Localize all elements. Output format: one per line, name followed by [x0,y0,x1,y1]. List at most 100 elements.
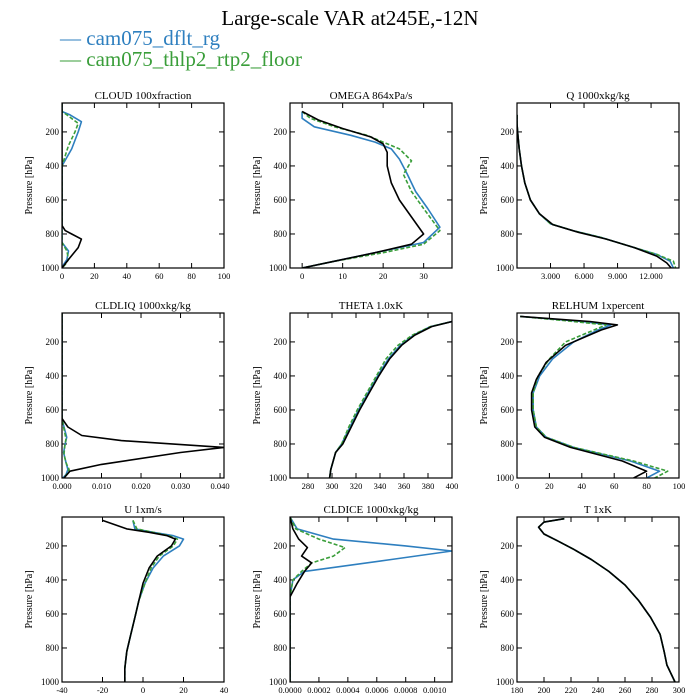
x-tick-label: 40 [220,685,229,695]
y-tick-label: 200 [46,127,60,137]
x-tick-label: 60 [610,481,619,491]
x-tick-label: 0.0006 [365,685,388,695]
x-tick-label: 20 [545,481,554,491]
y-tick-label: 400 [501,575,515,585]
y-axis-label: Pressure [hPa] [479,366,490,424]
x-tick-label: 20 [379,271,388,281]
series-group [62,103,83,268]
series-group [520,315,669,478]
series-line-1 [62,313,69,478]
y-tick-label: 800 [274,439,288,449]
plot-frame [61,102,225,269]
panel-title: U 1xm/s [124,504,162,516]
series-group [62,313,224,478]
x-tick-label: 0.0004 [336,685,360,695]
y-tick-label: 600 [274,609,288,619]
series-line-2 [328,320,452,478]
x-tick-label: 20 [179,685,188,695]
y-tick-label: 800 [501,229,515,239]
series-line-2 [290,517,346,682]
panel-4: CLDLIQ 1000xkg/kg Pressure [hPa] 200 400 600… [24,300,230,491]
y-tick-label: 1000 [41,677,60,687]
plot-frame [289,312,453,479]
y-tick-label: 400 [501,371,515,381]
panel-6: RELHUM 1xpercent Pressure [hPa] 200 400 600 8… [479,300,685,491]
x-tick-label: 60 [155,271,164,281]
y-tick-label: 600 [501,195,515,205]
series-line-1 [520,315,661,478]
x-tick-label: 0.0010 [423,685,446,695]
plot-frame [61,312,225,479]
legend-line-floor: — [60,47,87,71]
panel-title: T 1xK [584,504,612,516]
series-line-1 [290,517,452,682]
panel-title: THETA 1.0xK [339,300,404,312]
series-line-2 [517,114,677,268]
y-tick-label: 1000 [269,473,288,483]
y-axis-label: Pressure [hPa] [479,570,490,628]
x-tick-label: 80 [642,481,651,491]
x-tick-label: 40 [578,481,587,491]
x-tick-label: 320 [350,481,363,491]
plot-frame [289,516,453,683]
y-axis-label: Pressure [hPa] [24,366,35,424]
x-tick-label: 10 [338,271,347,281]
y-tick-label: 200 [274,337,288,347]
x-tick-label: 380 [422,481,435,491]
x-tick-label: 0.000 [52,481,71,491]
y-tick-label: 600 [46,405,60,415]
y-tick-label: 1000 [41,263,60,273]
y-tick-label: 600 [501,405,515,415]
x-tick-label: 80 [187,271,196,281]
y-axis-label: Pressure [hPa] [24,570,35,628]
y-tick-label: 800 [46,229,60,239]
x-tick-label: 0.010 [92,481,111,491]
x-tick-label: 220 [565,685,578,695]
y-tick-label: 200 [501,127,515,137]
y-tick-label: 200 [501,337,515,347]
x-tick-label: 0.0008 [394,685,417,695]
series-line-3 [62,313,224,478]
y-tick-label: 1000 [496,473,515,483]
y-tick-label: 800 [501,439,515,449]
series-line-3 [290,517,313,682]
panel-title: RELHUM 1xpercent [552,300,645,312]
legend: — cam075_dflt_rg — cam075_thlp2_rtp2_flo… [60,28,302,70]
series-line-2 [520,315,669,478]
y-axis-label: Pressure [hPa] [252,156,263,214]
panel-title: Q 1000xkg/kg [566,90,630,102]
series-group [102,519,185,682]
series-line-3 [301,110,425,268]
x-tick-label: 3.000 [541,271,560,281]
panel-title: CLDICE 1000xkg/kg [323,504,419,516]
series-group [290,517,452,682]
legend-label-floor: cam075_thlp2_rtp2_floor [86,47,303,71]
y-tick-label: 200 [46,541,60,551]
x-tick-label: 360 [398,481,411,491]
y-tick-label: 800 [501,643,515,653]
x-tick-label: 0 [300,271,304,281]
x-tick-label: 0.030 [171,481,190,491]
y-tick-label: 800 [274,229,288,239]
y-axis-label: Pressure [hPa] [252,366,263,424]
y-tick-label: 600 [274,195,288,205]
y-axis-label: Pressure [hPa] [479,156,490,214]
y-tick-label: 400 [46,575,60,585]
series-line-2 [301,110,441,268]
y-tick-label: 200 [274,541,288,551]
x-tick-label: 0 [141,685,145,695]
y-tick-label: 400 [274,575,288,585]
panel-8: CLDICE 1000xkg/kg Pressure [hPa] 200 400 600… [252,504,453,695]
x-tick-label: 0.0000 [278,685,301,695]
y-tick-label: 600 [46,195,60,205]
series-line-1 [62,103,83,268]
plot-frame [516,312,680,479]
y-tick-label: 400 [274,371,288,381]
y-axis-label: Pressure [hPa] [252,570,263,628]
y-tick-label: 400 [274,161,288,171]
